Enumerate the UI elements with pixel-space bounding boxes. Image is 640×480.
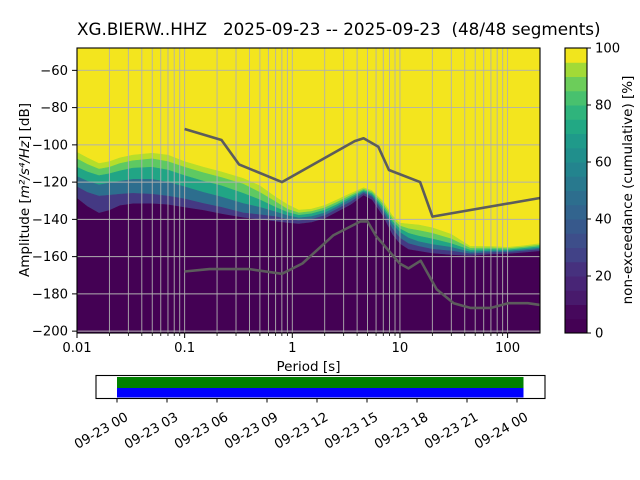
- x-tick-label: 10: [392, 341, 409, 356]
- y-tick-label: −200: [32, 325, 68, 340]
- colorbar-tick-label: 100: [595, 42, 620, 57]
- colorbar-tick-label: 20: [595, 270, 612, 285]
- timeline-tick-label: 09-23 06: [172, 410, 231, 453]
- timeline-processed-bar: [117, 388, 524, 398]
- x-tick-label: 100: [495, 341, 520, 356]
- timeline-data-bar: [117, 377, 524, 388]
- y-tick-label: −80: [40, 101, 68, 116]
- ppsd-mesh: [76, 48, 541, 333]
- colorbar-tick-label: 40: [595, 213, 612, 228]
- nlnm-line: [184, 220, 541, 310]
- x-tick-label: 0.01: [62, 341, 91, 356]
- timeline-tick-label: 09-23 18: [372, 410, 431, 453]
- timeline-tick-label: 09-23 03: [122, 410, 181, 453]
- x-axis-ticks: 0.01 0.1 1 10 100: [62, 333, 520, 356]
- axes-frame: [76, 47, 541, 334]
- y-axis-ticks: −60 −80 −100 −120 −140 −160 −180 −200: [32, 64, 77, 340]
- x-tick-label: 0.1: [174, 341, 195, 356]
- timeline-tick-label: 09-23 15: [322, 410, 381, 453]
- timeline-tick-label: 09-24 00: [472, 410, 531, 453]
- y-tick-label: −160: [32, 250, 68, 265]
- colorbar: 0 20 40 60 80 100: [564, 42, 620, 342]
- colorbar-tick-label: 60: [595, 156, 612, 171]
- y-tick-label: −140: [32, 213, 68, 228]
- timeline-tick-label: 09-23 12: [272, 410, 331, 453]
- timeline-tick-label: 09-23 09: [222, 410, 281, 453]
- timeline-tick-label: 09-23 21: [422, 410, 481, 453]
- colorbar-tick-label: 80: [595, 99, 612, 114]
- noise-model-lines: [184, 127, 541, 310]
- x-tick-label: 1: [288, 341, 296, 356]
- y-tick-label: −60: [40, 64, 68, 79]
- gridlines: [76, 48, 540, 333]
- timeline-tick-label: 09-23 00: [72, 410, 131, 453]
- nhnm-line: [184, 127, 541, 218]
- y-tick-label: −180: [32, 287, 68, 302]
- x-axis-label: Period [s]: [276, 359, 341, 375]
- colorbar-tick-label: 0: [595, 327, 603, 342]
- y-tick-label: −100: [32, 138, 68, 153]
- y-tick-label: −120: [32, 176, 68, 191]
